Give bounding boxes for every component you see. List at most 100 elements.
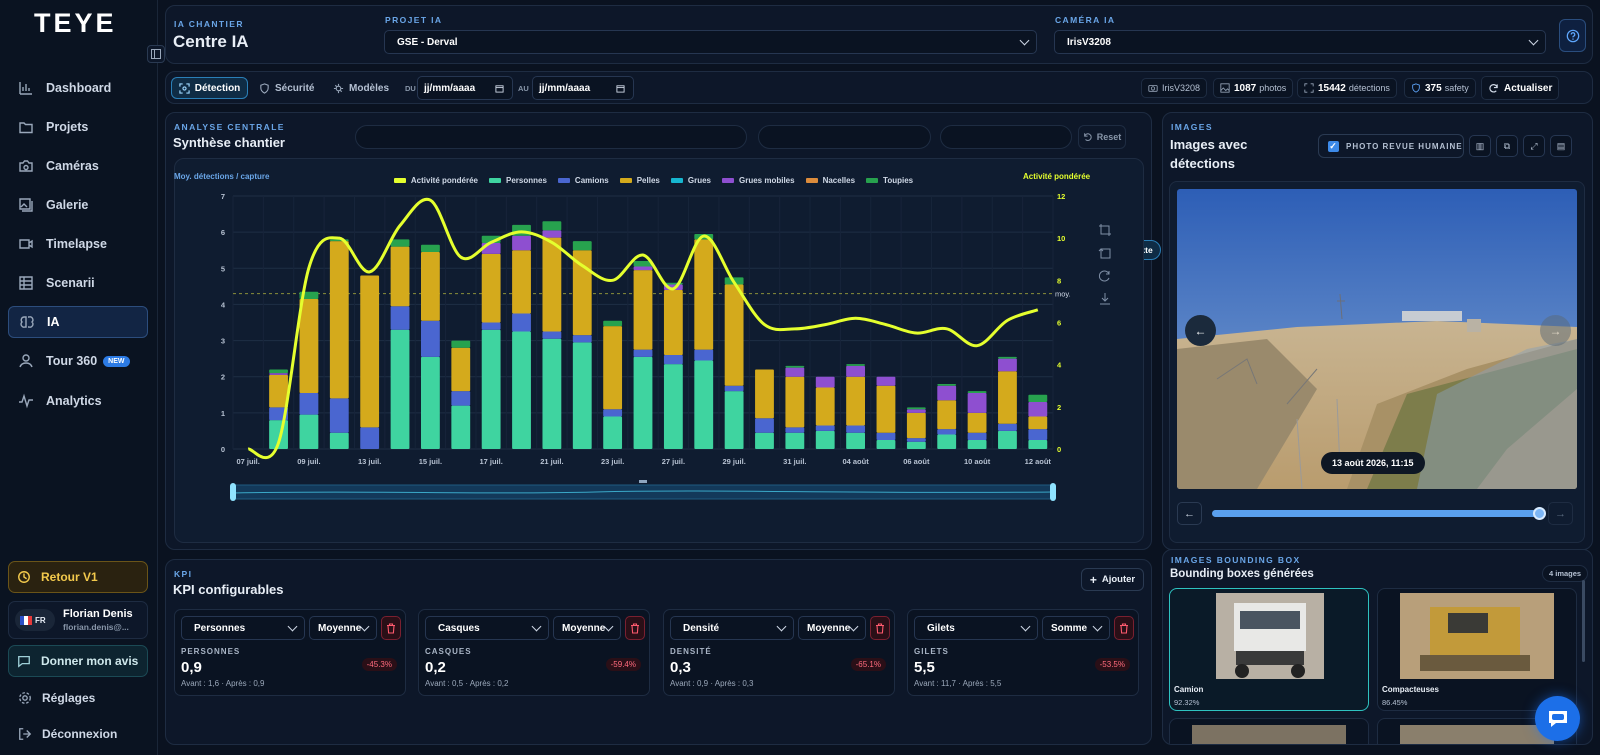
delete-kpi-button[interactable] [381,616,401,640]
settings-link[interactable]: Réglages [8,682,148,714]
zoom-handle-left[interactable] [230,483,236,501]
sidebar-item-cam-ras[interactable]: Caméras [8,150,148,182]
date-to-input[interactable]: jj/mm/aaaa [532,76,634,100]
bar-segment[interactable] [299,299,319,393]
bar-segment[interactable] [572,342,592,449]
bbox-toggle-button[interactable]: ⧉ [1496,135,1518,157]
bar-segment[interactable] [1028,429,1048,440]
tab-detection[interactable]: Détection [171,77,248,99]
bar-segment[interactable] [603,326,623,410]
delete-kpi-button[interactable] [1114,616,1134,640]
bar-segment[interactable] [937,385,957,401]
bar-segment[interactable] [390,246,410,307]
zoom-handle-right[interactable] [1050,483,1056,501]
legend-item[interactable]: Pelles [619,176,660,185]
bar-segment[interactable] [785,365,805,368]
bar-segment[interactable] [329,398,349,433]
bar-segment[interactable] [846,425,866,433]
bar-segment[interactable] [420,244,440,253]
bar-segment[interactable] [906,412,926,439]
bar-segment[interactable] [542,230,562,238]
sidebar-item-galerie[interactable]: Galerie [8,189,148,221]
bar-segment[interactable] [694,360,714,449]
fullscreen-button[interactable]: ⤢ [1523,135,1545,157]
bar-segment[interactable] [572,335,592,343]
delete-kpi-button[interactable] [870,616,890,640]
zoom-back-icon[interactable] [1098,246,1112,260]
bar-segment[interactable] [420,252,440,321]
bar-segment[interactable] [390,329,410,449]
sidebar-item-tour-360[interactable]: Tour 360 NEW [8,345,148,377]
bar-segment[interactable] [329,432,349,449]
bar-segment[interactable] [390,306,410,330]
bar-segment[interactable] [1028,394,1048,403]
prev-image-button[interactable]: ← [1185,315,1216,346]
bar-segment[interactable] [451,391,471,406]
bar-segment[interactable] [512,331,531,449]
bar-segment[interactable] [906,409,926,413]
tab-modeles[interactable]: Modèles [333,77,389,99]
feedback-button[interactable]: Donner mon avis [8,645,148,677]
bar-segment[interactable] [694,239,714,350]
kpi-aggregation-select[interactable]: Moyenne [553,616,621,640]
bbox-thumb-card[interactable] [1169,718,1369,744]
bar-segment[interactable] [785,376,805,428]
image-slider-thumb[interactable] [1533,507,1546,520]
bar-segment[interactable] [846,365,866,377]
bar-segment[interactable] [998,356,1017,359]
bar-segment[interactable] [633,356,653,449]
bar-segment[interactable] [755,432,774,449]
bar-segment[interactable] [663,289,683,356]
sidebar-item-ia[interactable]: IA [8,306,148,338]
bar-segment[interactable] [542,237,562,332]
legend-item[interactable]: Grues mobiles [721,176,795,185]
bar-segment[interactable] [481,322,501,330]
sidebar-item-projets[interactable]: Projets [8,111,148,143]
legend-item[interactable]: Nacelles [805,176,855,185]
bar-segment[interactable] [815,376,835,388]
sidebar-item-timelapse[interactable]: Timelapse [8,228,148,260]
activity-line[interactable] [247,197,1039,460]
export-button[interactable]: ▤ [1550,135,1572,157]
kpi-aggregation-select[interactable]: Moyenne [798,616,866,640]
bar-segment[interactable] [906,407,926,410]
bar-segment[interactable] [269,373,288,375]
grid-view-button[interactable]: ▥ [1469,135,1491,157]
bar-segment[interactable] [542,338,562,449]
bar-segment[interactable] [815,430,835,449]
bbox-scrollbar[interactable] [1582,580,1585,662]
bar-segment[interactable] [998,430,1017,449]
bar-segment[interactable] [329,241,349,399]
bar-segment[interactable] [998,358,1017,372]
bbox-thumb-card[interactable]: Camion 92.32% [1169,588,1369,711]
camera-select[interactable]: IrisV3208 [1054,30,1546,54]
bar-segment[interactable] [512,250,531,314]
sidebar-item-analytics[interactable]: Analytics [8,385,148,417]
kpi-metric-select[interactable]: Personnes [181,616,305,640]
bar-segment[interactable] [451,405,471,449]
bar-segment[interactable] [269,369,288,374]
kpi-metric-select[interactable]: Gilets [914,616,1038,640]
bar-segment[interactable] [542,221,562,231]
kpi-aggregation-select[interactable]: Moyenne [309,616,377,640]
bar-segment[interactable] [937,400,957,430]
help-button[interactable] [1559,19,1586,52]
bar-segment[interactable] [846,364,866,366]
bar-segment[interactable] [481,253,501,323]
bar-segment[interactable] [967,392,987,413]
bar-segment[interactable] [299,392,319,415]
collapse-sidebar-button[interactable] [147,45,165,63]
bar-segment[interactable] [360,427,380,449]
bar-segment[interactable] [937,383,957,386]
legend-item[interactable]: Activité pondérée [393,176,478,185]
bar-segment[interactable] [876,385,896,433]
kpi-metric-select[interactable]: Casques [425,616,549,640]
chat-bubble-button[interactable] [1535,696,1580,741]
bar-segment[interactable] [785,367,805,377]
sidebar-item-dashboard[interactable]: Dashboard [8,72,148,104]
bar-segment[interactable] [390,239,410,247]
bar-segment[interactable] [967,391,987,393]
bar-segment[interactable] [694,349,714,361]
refresh-button[interactable]: Actualiser [1481,76,1560,100]
bar-segment[interactable] [420,356,440,449]
